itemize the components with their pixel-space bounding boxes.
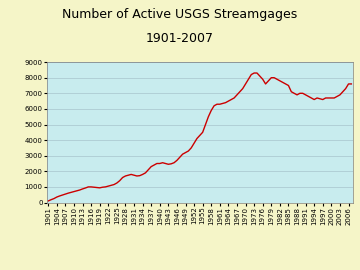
Text: 1901-2007: 1901-2007 bbox=[146, 32, 214, 45]
Text: Number of Active USGS Streamgages: Number of Active USGS Streamgages bbox=[62, 8, 298, 21]
